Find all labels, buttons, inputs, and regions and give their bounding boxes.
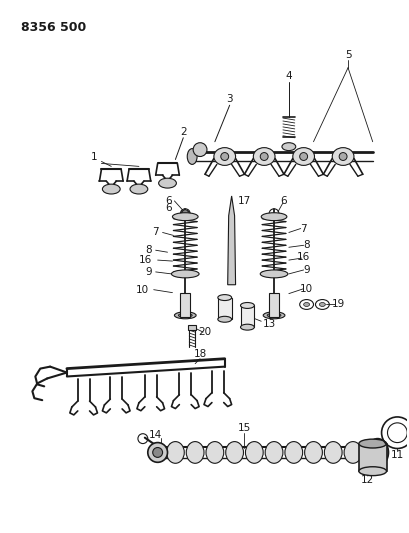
Ellipse shape xyxy=(366,439,388,466)
Ellipse shape xyxy=(372,448,382,457)
Text: 3: 3 xyxy=(226,94,232,104)
Text: 8: 8 xyxy=(303,240,309,251)
Text: 7: 7 xyxy=(300,223,306,233)
Circle shape xyxy=(182,210,188,216)
Ellipse shape xyxy=(147,442,167,462)
Text: 13: 13 xyxy=(262,319,275,329)
Ellipse shape xyxy=(299,152,307,160)
Text: 11: 11 xyxy=(390,450,403,461)
Text: 14: 14 xyxy=(149,430,162,440)
Ellipse shape xyxy=(102,184,120,194)
Ellipse shape xyxy=(217,316,231,322)
Ellipse shape xyxy=(240,324,254,330)
Text: 6: 6 xyxy=(280,196,287,206)
Ellipse shape xyxy=(171,270,199,278)
Text: 2: 2 xyxy=(180,127,186,137)
Ellipse shape xyxy=(245,442,263,463)
Text: 5: 5 xyxy=(344,50,351,60)
Ellipse shape xyxy=(338,152,346,160)
Circle shape xyxy=(193,143,207,157)
Ellipse shape xyxy=(152,448,162,457)
Ellipse shape xyxy=(304,442,321,463)
Text: 1: 1 xyxy=(91,151,98,161)
Ellipse shape xyxy=(225,442,243,463)
Bar xyxy=(188,325,196,330)
Ellipse shape xyxy=(331,148,353,165)
Ellipse shape xyxy=(284,442,302,463)
Ellipse shape xyxy=(186,442,204,463)
Text: 4: 4 xyxy=(285,70,292,80)
Ellipse shape xyxy=(187,149,197,164)
Ellipse shape xyxy=(319,303,325,306)
Ellipse shape xyxy=(166,442,184,463)
Ellipse shape xyxy=(181,211,189,215)
Ellipse shape xyxy=(358,439,386,448)
Text: 16: 16 xyxy=(139,255,152,265)
Bar xyxy=(240,305,254,327)
Text: 19: 19 xyxy=(331,300,344,310)
Text: 10: 10 xyxy=(299,284,312,294)
Bar xyxy=(268,293,278,317)
Text: 12: 12 xyxy=(360,475,373,485)
Ellipse shape xyxy=(303,303,309,306)
Text: 8356 500: 8356 500 xyxy=(20,21,85,34)
Text: 10: 10 xyxy=(136,285,149,295)
Ellipse shape xyxy=(240,303,254,309)
Ellipse shape xyxy=(158,178,176,188)
Ellipse shape xyxy=(343,442,361,463)
Ellipse shape xyxy=(172,213,198,221)
Ellipse shape xyxy=(130,184,147,194)
Text: 9: 9 xyxy=(145,267,152,277)
Ellipse shape xyxy=(292,148,314,165)
Ellipse shape xyxy=(261,213,286,221)
Ellipse shape xyxy=(267,313,280,317)
Ellipse shape xyxy=(217,295,231,301)
Ellipse shape xyxy=(260,152,267,160)
Text: 20: 20 xyxy=(198,327,211,337)
Ellipse shape xyxy=(174,312,196,319)
Text: 17: 17 xyxy=(237,196,250,206)
Ellipse shape xyxy=(263,312,284,319)
Text: 7: 7 xyxy=(152,228,159,238)
Text: 15: 15 xyxy=(237,423,250,433)
Text: 18: 18 xyxy=(193,349,206,359)
Ellipse shape xyxy=(220,152,228,160)
Bar xyxy=(358,443,386,471)
Ellipse shape xyxy=(205,442,223,463)
Ellipse shape xyxy=(213,148,235,165)
Ellipse shape xyxy=(260,270,287,278)
Text: 6: 6 xyxy=(165,196,171,206)
Text: 16: 16 xyxy=(296,252,310,262)
Polygon shape xyxy=(227,196,235,285)
Bar xyxy=(217,297,231,319)
Ellipse shape xyxy=(324,442,341,463)
Ellipse shape xyxy=(281,143,295,151)
Ellipse shape xyxy=(178,313,192,317)
Ellipse shape xyxy=(358,467,386,475)
Text: 6: 6 xyxy=(165,203,171,213)
Text: 9: 9 xyxy=(303,265,309,275)
Ellipse shape xyxy=(253,148,274,165)
Bar xyxy=(180,293,190,317)
Ellipse shape xyxy=(265,442,282,463)
Text: 8: 8 xyxy=(145,245,152,255)
